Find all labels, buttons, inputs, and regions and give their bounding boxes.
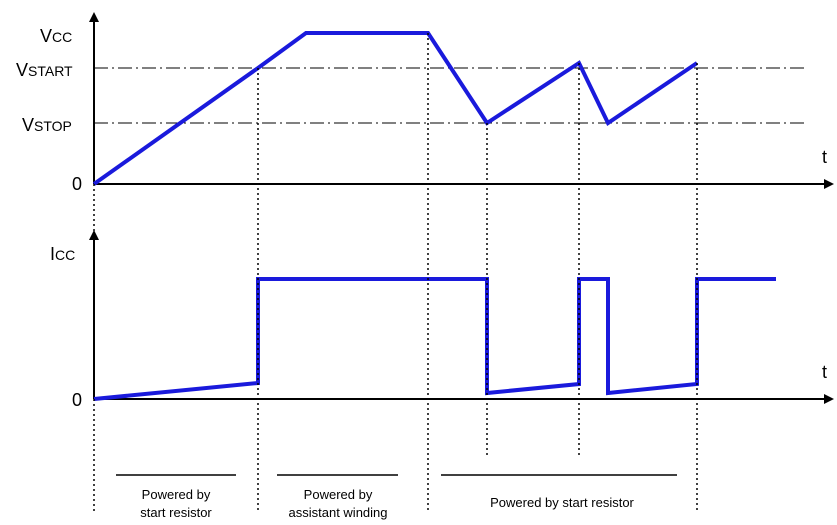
icc-zero-label: 0 <box>72 390 82 410</box>
vstart-label: VSTART <box>16 60 73 80</box>
phase3-caption: Powered by start resistor <box>490 495 634 510</box>
icc-waveform <box>93 277 776 401</box>
phase1-caption-line2: start resistor <box>140 505 212 520</box>
vstop-label: VSTOP <box>22 115 72 135</box>
icc-time-label: t <box>822 362 827 382</box>
vcc-waveform <box>92 31 699 186</box>
phase2-caption-line1: Powered by <box>304 487 373 502</box>
phase2-caption-line2: assistant winding <box>289 505 388 520</box>
vcc-axis-label: VCC <box>40 26 72 46</box>
phase1-caption-line1: Powered by <box>142 487 211 502</box>
vcc-time-label: t <box>822 147 827 167</box>
icc-axis-label: ICC <box>50 244 75 264</box>
vcc-zero-label: 0 <box>72 174 82 194</box>
